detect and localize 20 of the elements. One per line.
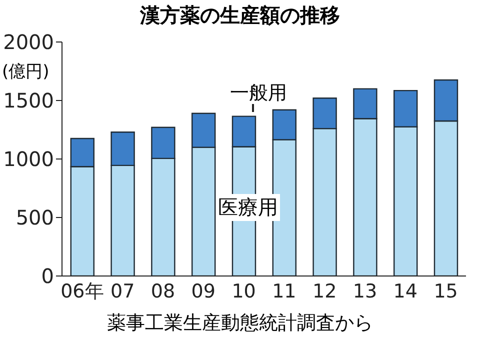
chart-title: 漢方薬の生産額の推移 (138, 2, 341, 29)
y-tick-label: 2000 (3, 30, 54, 54)
y-tick-label: 1000 (3, 147, 54, 172)
x-tick-label: 08 (150, 280, 176, 302)
y-tick-label: 1500 (3, 88, 54, 113)
x-tick-label: 12 (312, 280, 337, 302)
y-tick-label: 0 (41, 264, 54, 288)
x-tick-label: 11 (272, 280, 296, 302)
series-label: 一般用 (230, 81, 287, 106)
text: 薬事工業生産動態統計調査から (106, 311, 374, 336)
series-label: 医療用 (216, 194, 280, 221)
text: (億円) (2, 61, 50, 83)
x-tick-label: 09 (191, 280, 216, 302)
x-tick-label: 14 (393, 280, 418, 302)
x-tick-label: 15 (434, 280, 458, 302)
x-tick-label: 07 (110, 280, 135, 302)
x-tick-label: 10 (232, 280, 256, 302)
x-tick-label: 06年 (60, 280, 104, 302)
y-tick-label: 500 (16, 206, 54, 230)
x-tick-label: 13 (352, 280, 378, 302)
